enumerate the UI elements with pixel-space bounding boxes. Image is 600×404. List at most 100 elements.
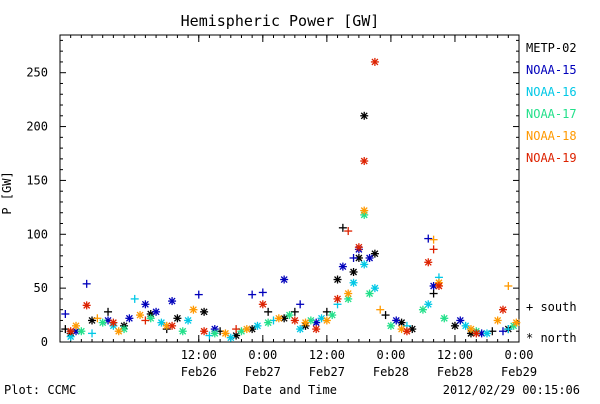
- marker-stroke: [227, 334, 235, 342]
- plot-frame: [59, 34, 520, 343]
- marker-stroke: [334, 295, 341, 303]
- marker-stroke: [467, 325, 475, 333]
- data-point-north: [264, 318, 273, 327]
- x-tick-hour-label: 12:00: [309, 348, 345, 362]
- data-point-north: [280, 275, 289, 284]
- data-point-north: [72, 321, 81, 330]
- marker-stroke: [435, 282, 443, 290]
- marker-stroke: [275, 314, 283, 322]
- marker-stroke: [312, 325, 320, 333]
- marker-stroke: [512, 319, 520, 327]
- marker-stroke: [462, 322, 470, 330]
- data-point-north: [200, 327, 209, 336]
- marker-stroke: [83, 301, 91, 309]
- marker-stroke: [211, 329, 219, 337]
- data-point-south: [429, 235, 438, 244]
- marker-stroke: [168, 322, 176, 330]
- marker-stroke: [184, 316, 192, 324]
- x-tick-date-label: Feb28: [373, 365, 409, 379]
- marker-stroke: [302, 319, 309, 327]
- data-point-north: [370, 284, 379, 293]
- marker-stroke: [355, 254, 363, 262]
- legend-entry: NOAA-15: [526, 63, 577, 77]
- data-point-north: [77, 327, 86, 336]
- data-point-north: [66, 327, 75, 336]
- data-point-south: [141, 316, 150, 325]
- data-point-south: [376, 305, 385, 314]
- data-point-south: [61, 309, 70, 318]
- marker-stroke: [371, 58, 379, 66]
- data-point-north: [512, 318, 521, 327]
- data-point-north: [365, 289, 374, 298]
- data-point-north: [242, 325, 251, 334]
- data-point-north: [461, 321, 470, 330]
- data-point-south: [88, 329, 97, 338]
- marker-stroke: [371, 284, 379, 292]
- data-point-north: [322, 316, 331, 325]
- data-point-south: [498, 327, 507, 336]
- marker-stroke: [173, 314, 181, 322]
- data-point-north: [333, 294, 342, 303]
- marker-stroke: [141, 300, 149, 308]
- north-marker-legend: * north: [526, 331, 577, 345]
- data-point-north: [189, 305, 198, 314]
- data-point-north: [440, 314, 449, 323]
- marker-stroke: [472, 329, 480, 337]
- marker-stroke: [398, 319, 406, 327]
- marker-stroke: [312, 319, 320, 327]
- data-point-north: [386, 321, 395, 330]
- marker-stroke: [360, 260, 368, 268]
- marker-stroke: [494, 316, 502, 324]
- data-point-north: [360, 157, 369, 166]
- data-point-north: [392, 316, 401, 325]
- y-tick-label: 50: [34, 281, 48, 295]
- data-point-north: [237, 327, 246, 336]
- data-point-north: [498, 305, 507, 314]
- data-point-north: [312, 325, 321, 334]
- data-point-north: [338, 262, 347, 271]
- marker-stroke: [350, 279, 358, 287]
- data-point-north: [402, 327, 411, 336]
- marker-stroke: [264, 319, 272, 327]
- marker-stroke: [221, 329, 229, 337]
- x-tick-hour-label: 0:00: [505, 348, 534, 362]
- marker-stroke: [360, 112, 368, 120]
- marker-stroke: [72, 322, 80, 330]
- data-point-north: [466, 325, 475, 334]
- marker-stroke: [72, 327, 80, 335]
- x-tick-date-label: Feb29: [501, 365, 537, 379]
- data-point-north: [200, 307, 209, 316]
- data-point-north: [344, 289, 353, 298]
- data-point-north: [109, 318, 118, 327]
- marker-stroke: [296, 325, 304, 333]
- marker-stroke: [430, 282, 438, 290]
- data-point-south: [130, 294, 139, 303]
- legend-entry: METP-02: [526, 41, 577, 55]
- marker-stroke: [478, 329, 486, 337]
- marker-stroke: [366, 290, 374, 297]
- marker-stroke: [243, 325, 251, 333]
- data-point-north: [482, 329, 491, 338]
- x-tick-hour-label: 12:00: [181, 348, 217, 362]
- legend-entry: NOAA-19: [526, 151, 577, 165]
- y-tick-label: 0: [41, 335, 48, 349]
- data-point-south: [93, 314, 102, 323]
- marker-stroke: [67, 333, 75, 341]
- data-point-north: [125, 314, 134, 323]
- data-point-north: [152, 307, 161, 316]
- data-point-north: [301, 318, 310, 327]
- marker-stroke: [499, 306, 507, 314]
- marker-stroke: [77, 327, 85, 335]
- marker-stroke: [403, 327, 411, 335]
- data-point-south: [349, 253, 358, 262]
- data-point-north: [285, 311, 294, 320]
- marker-stroke: [371, 250, 379, 258]
- data-point-north: [221, 329, 230, 338]
- data-point-north: [210, 329, 219, 338]
- marker-stroke: [189, 306, 197, 314]
- timestamp: 2012/02/29 00:15:06: [443, 383, 580, 397]
- y-tick-label: 150: [26, 173, 48, 187]
- data-point-south: [504, 281, 513, 290]
